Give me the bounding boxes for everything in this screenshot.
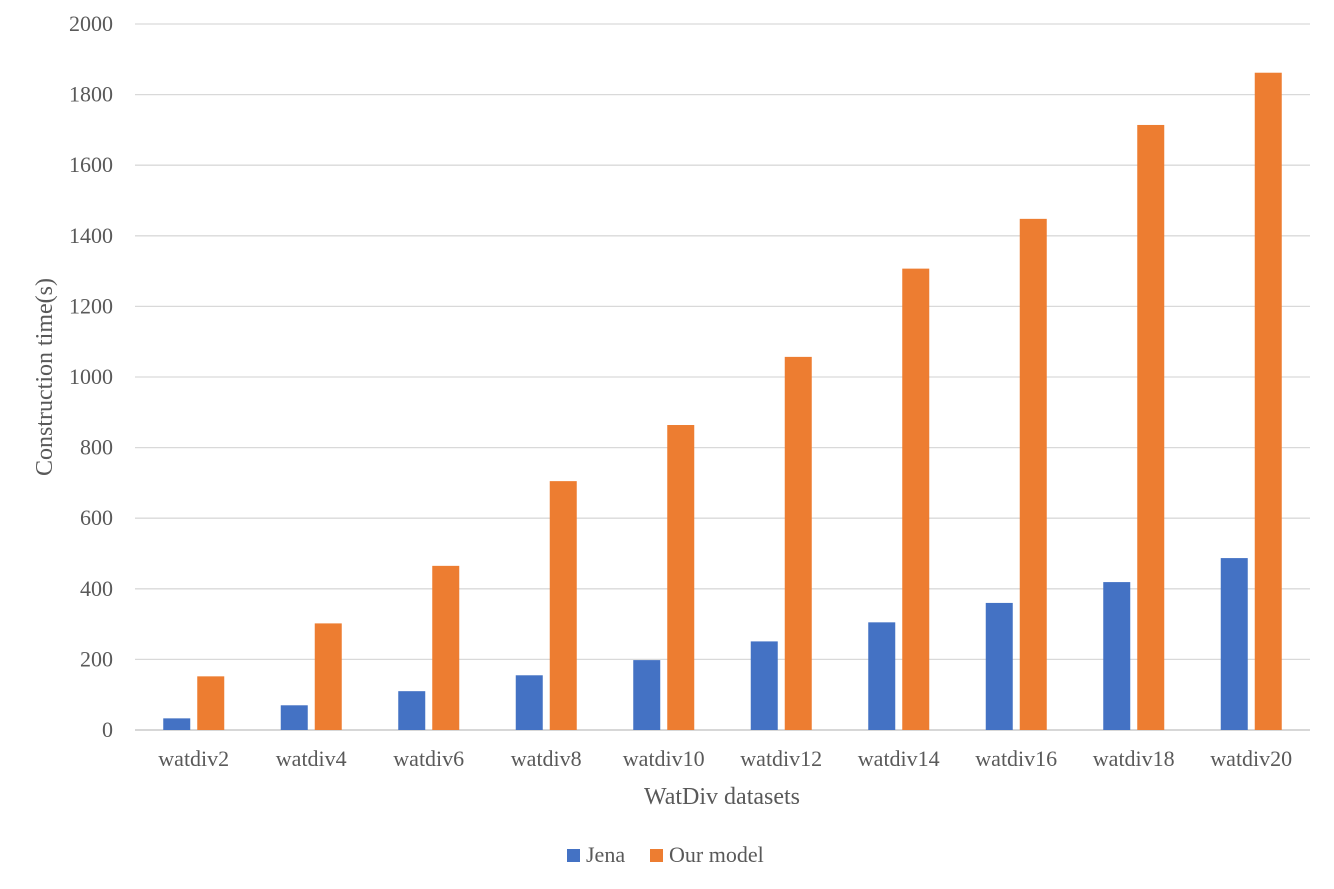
x-tick-label: watdiv20 bbox=[1210, 746, 1292, 771]
bar-jena-watdiv12 bbox=[750, 641, 778, 730]
y-tick-label: 400 bbox=[80, 576, 113, 601]
bar-our-model-watdiv18 bbox=[1137, 124, 1165, 730]
x-tick-label: watdiv6 bbox=[393, 746, 464, 771]
x-tick-label: watdiv10 bbox=[623, 746, 705, 771]
bars bbox=[163, 72, 1282, 731]
x-tick-label: watdiv18 bbox=[1093, 746, 1175, 771]
y-tick-label: 200 bbox=[80, 646, 113, 671]
bar-jena-watdiv10 bbox=[633, 660, 661, 730]
bar-jena-watdiv14 bbox=[868, 622, 896, 730]
bar-our-model-watdiv10 bbox=[667, 425, 695, 730]
bar-our-model-watdiv20 bbox=[1254, 72, 1282, 731]
bar-jena-watdiv6 bbox=[398, 691, 426, 730]
y-tick-label: 2000 bbox=[69, 11, 113, 36]
legend-label: Our model bbox=[669, 842, 764, 867]
y-tick-label: 600 bbox=[80, 505, 113, 530]
bar-our-model-watdiv8 bbox=[549, 481, 577, 730]
bar-our-model-watdiv2 bbox=[197, 676, 225, 730]
x-tick-label: watdiv16 bbox=[975, 746, 1057, 771]
y-tick-label: 800 bbox=[80, 435, 113, 460]
x-tick-label: watdiv14 bbox=[858, 746, 940, 771]
bar-jena-watdiv2 bbox=[163, 718, 191, 730]
y-tick-label: 1600 bbox=[69, 152, 113, 177]
y-tick-label: 0 bbox=[102, 717, 113, 742]
legend: Jena Our model bbox=[567, 842, 764, 867]
y-tick-label: 1400 bbox=[69, 223, 113, 248]
bar-our-model-watdiv6 bbox=[432, 565, 460, 730]
x-tick-label: watdiv8 bbox=[511, 746, 582, 771]
bar-our-model-watdiv16 bbox=[1019, 218, 1047, 730]
x-axis-ticks: watdiv2 watdiv4 watdiv6 watdiv8 watdiv10 watd… bbox=[158, 746, 1292, 771]
x-axis-title: WatDiv datasets bbox=[644, 784, 800, 810]
y-axis-title: Construction time(s) bbox=[32, 278, 58, 476]
legend-swatch bbox=[567, 849, 580, 862]
y-tick-label: 1000 bbox=[69, 364, 113, 389]
y-tick-label: 1200 bbox=[69, 293, 113, 318]
y-tick-label: 1800 bbox=[69, 82, 113, 107]
bar-our-model-watdiv14 bbox=[902, 268, 930, 730]
y-axis-ticks: 0 200 400 600 800 1000 1200 1400 1600 1800 2000 bbox=[69, 11, 113, 742]
bar-our-model-watdiv4 bbox=[314, 623, 342, 730]
bar-jena-watdiv16 bbox=[985, 602, 1013, 730]
legend-label: Jena bbox=[586, 842, 625, 867]
bar-jena-watdiv4 bbox=[280, 705, 308, 730]
x-tick-label: watdiv2 bbox=[158, 746, 229, 771]
x-tick-label: watdiv4 bbox=[276, 746, 347, 771]
legend-swatch bbox=[650, 849, 663, 862]
x-tick-label: watdiv12 bbox=[740, 746, 822, 771]
gridlines bbox=[135, 23, 1310, 731]
bar-jena-watdiv20 bbox=[1220, 558, 1248, 730]
bar-jena-watdiv18 bbox=[1103, 582, 1131, 730]
bar-jena-watdiv8 bbox=[515, 675, 543, 730]
bar-our-model-watdiv12 bbox=[784, 356, 812, 730]
